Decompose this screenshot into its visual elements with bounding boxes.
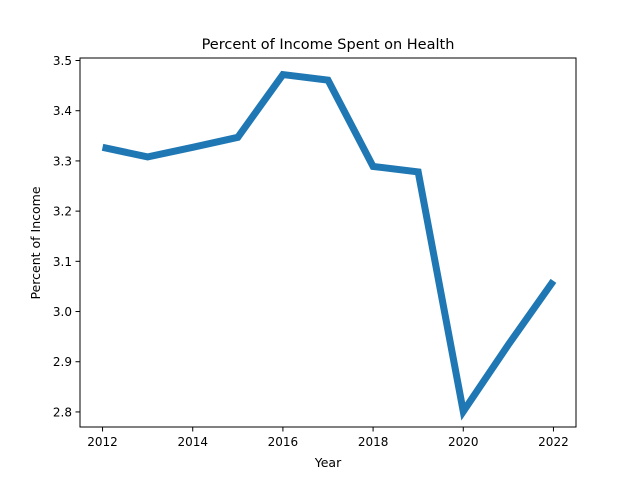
y-tick-label-3.5: 3.5: [53, 54, 72, 68]
x-tick-label-2018: 2018: [358, 435, 389, 449]
x-tick-label-2016: 2016: [268, 435, 299, 449]
x-tick-label-2020: 2020: [448, 435, 479, 449]
y-tick-label-2.8: 2.8: [53, 405, 72, 419]
y-tick-label-3.1: 3.1: [53, 255, 72, 269]
y-tick-label-3.3: 3.3: [53, 154, 72, 168]
chart-title: Percent of Income Spent on Health: [202, 37, 455, 53]
x-axis-label: Year: [314, 455, 342, 470]
y-axis-label: Percent of Income: [28, 186, 43, 299]
y-tick-label-3.0: 3.0: [53, 305, 72, 319]
y-tick-label-2.9: 2.9: [53, 355, 72, 369]
x-tick-label-2012: 2012: [87, 435, 118, 449]
x-tick-label-2022: 2022: [538, 435, 569, 449]
y-tick-label-3.4: 3.4: [53, 104, 72, 118]
y-tick-label-3.2: 3.2: [53, 205, 72, 219]
x-tick-label-2014: 2014: [177, 435, 208, 449]
